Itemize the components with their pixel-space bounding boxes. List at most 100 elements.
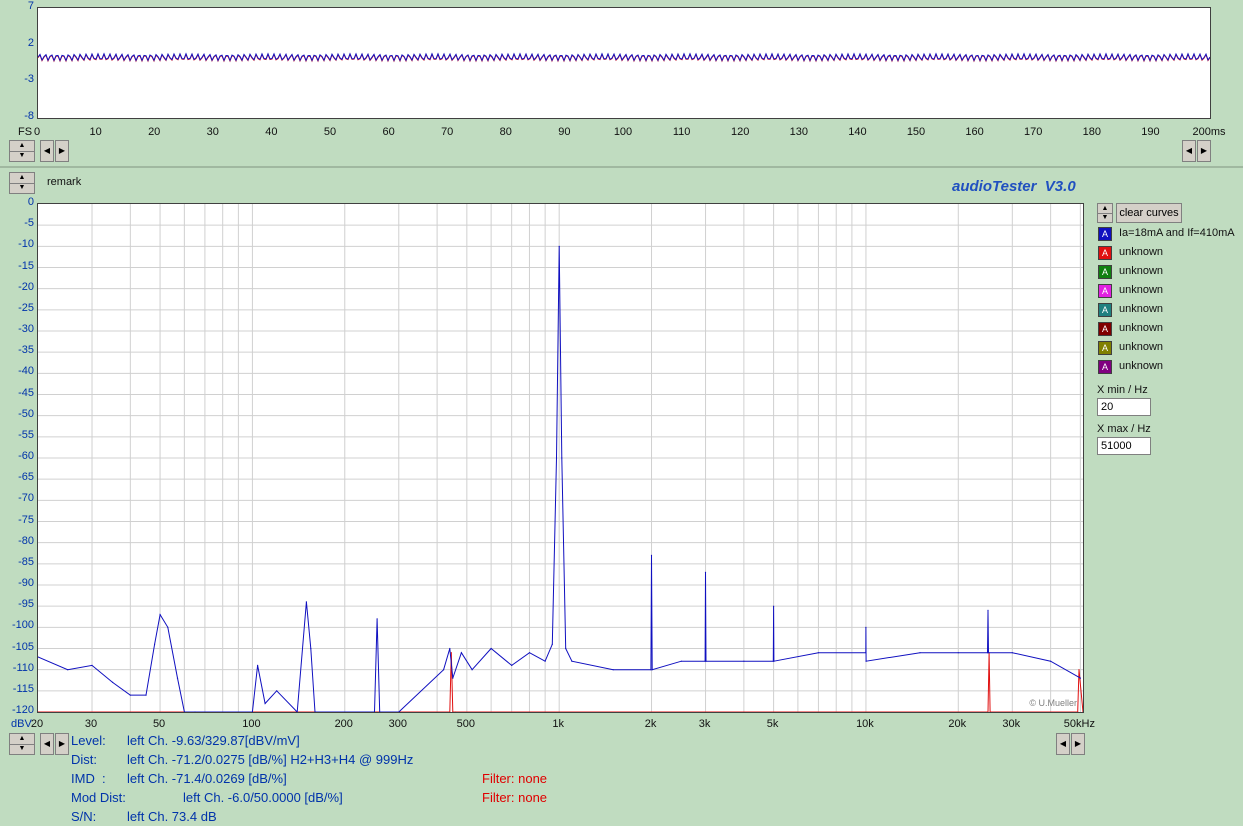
spectrum-x-tick: 500	[456, 718, 475, 730]
spectrum-point	[1011, 652, 1013, 654]
spectrum-point	[957, 652, 959, 654]
time-zoom-spinner[interactable]: ▲ ▼	[9, 140, 35, 162]
down-arrow-icon[interactable]: ▼	[1101, 214, 1109, 221]
spectrum-point	[773, 605, 775, 607]
spectrum-point	[986, 652, 989, 654]
spectrum-y-tick: -40	[18, 365, 34, 378]
xmin-field[interactable]	[1097, 398, 1151, 416]
spectrum-scroll-left-button[interactable]: ◀	[40, 733, 54, 755]
spectrum-point	[452, 711, 454, 712]
spectrum-y-tick: 0	[27, 196, 34, 208]
spectrum-point	[449, 647, 451, 650]
spectrum-y-tick: -75	[18, 513, 34, 526]
spectrum-point	[989, 711, 991, 712]
curve-color-swatch-icon[interactable]: A	[1098, 265, 1112, 279]
spectrum-point	[612, 669, 614, 671]
spectrum-point	[528, 652, 531, 654]
time-series-line	[38, 52, 1210, 62]
spectrum-point	[398, 711, 400, 712]
spectrum-y-tick: -65	[18, 471, 34, 484]
spectrum-y-tick: -120	[11, 704, 34, 716]
time-x-tick: 150	[906, 126, 926, 138]
spectrum-y-tick: -80	[18, 534, 34, 547]
time-x-tick: 40	[265, 126, 278, 138]
spectrum-point	[112, 681, 114, 683]
curve-color-swatch-icon[interactable]: A	[1098, 303, 1112, 317]
spectrum-scroll-right-button[interactable]: ▶	[55, 733, 69, 755]
curve-color-swatch-icon[interactable]: A	[1098, 246, 1112, 260]
spectrum-point	[91, 664, 93, 666]
spectrum-point	[183, 711, 185, 712]
spectrum-y-tick: -70	[18, 492, 34, 505]
spectrum-zoom-spinner[interactable]: ▲ ▼	[9, 733, 35, 755]
spectrum-point	[511, 664, 513, 666]
spectrum-point	[443, 669, 445, 671]
time-range-right-button[interactable]: ▶	[1197, 140, 1211, 162]
time-x-tick: 50	[323, 126, 337, 138]
spectrum-point	[251, 711, 253, 712]
spectrum-point	[773, 660, 775, 662]
time-scroll-left-button[interactable]: ◀	[40, 140, 54, 162]
spectrum-y-tick: -110	[12, 661, 34, 674]
time-x-tick: 70	[441, 126, 454, 138]
spectrum-point	[129, 694, 131, 696]
down-arrow-icon[interactable]: ▼	[18, 184, 26, 191]
spectrum-x-tick: 100	[242, 718, 261, 730]
spectrum-point	[987, 609, 989, 611]
spectrum-point	[67, 669, 69, 671]
sn-value: left Ch. 73.4 dB	[127, 809, 217, 824]
xmax-field[interactable]	[1097, 437, 1151, 455]
time-x-tick: 120	[731, 126, 750, 138]
spectrum-y-tick: -25	[18, 301, 34, 314]
moddist-value: left Ch. -6.0/50.0000 [dB/%]	[183, 790, 343, 805]
spectrum-point	[490, 647, 492, 650]
remark-label: remark	[47, 176, 82, 188]
spectrum-y-tick: -100	[11, 619, 34, 632]
time-scroll-right-button[interactable]: ▶	[55, 140, 69, 162]
level-value: left Ch. -9.63/329.87[dBV/mV]	[127, 733, 300, 748]
spectrum-y-tick: -115	[12, 682, 34, 695]
time-y-tick: 2	[27, 36, 34, 49]
spectrum-point	[987, 711, 989, 712]
up-arrow-icon[interactable]: ▲	[10, 173, 34, 184]
spectrum-y-tick: -105	[11, 640, 34, 653]
spectrum-point	[705, 660, 707, 662]
time-y-tick: -3	[24, 73, 34, 86]
spectrum-point	[310, 647, 312, 650]
time-x-tick: 200ms	[1192, 126, 1226, 138]
spectrum-point	[558, 245, 560, 247]
spectrum-point	[565, 647, 567, 650]
time-y-tick: 7	[27, 0, 34, 12]
remark-spinner[interactable]: ▲ ▼	[9, 172, 35, 194]
curve-color-swatch-icon[interactable]: A	[1098, 284, 1112, 298]
spectrum-point	[373, 711, 376, 712]
legend-spinner[interactable]: ▲ ▼	[1097, 203, 1113, 223]
time-range-left-button[interactable]: ◀	[1182, 140, 1196, 162]
curve-color-swatch-icon[interactable]: A	[1098, 227, 1112, 241]
time-x-tick: 20	[148, 126, 161, 138]
spectrum-plot: © U.Mueller	[37, 203, 1084, 713]
spectrum-y-tick: -5	[24, 217, 34, 230]
time-x-tick: 140	[848, 126, 867, 138]
imd-filter: Filter: none	[482, 771, 548, 786]
spectrum-point	[704, 660, 706, 662]
up-arrow-icon[interactable]: ▲	[10, 141, 34, 152]
up-arrow-icon[interactable]: ▲	[10, 734, 34, 745]
spectrum-x-tick: 20k	[948, 718, 967, 730]
down-arrow-icon[interactable]: ▼	[18, 152, 26, 159]
level-label: Level:	[71, 733, 106, 748]
curve-color-swatch-icon[interactable]: A	[1098, 322, 1112, 336]
spectrum-point	[1050, 660, 1052, 662]
down-arrow-icon[interactable]: ▼	[18, 745, 26, 752]
moddist-filter: Filter: none	[482, 790, 548, 805]
clear-curves-button[interactable]: clear curves	[1116, 203, 1182, 223]
spectrum-y-tick: -45	[18, 386, 34, 399]
moddist-label: Mod Dist:	[71, 790, 126, 805]
up-arrow-icon[interactable]: ▲	[1098, 204, 1112, 214]
spectrum-point	[650, 669, 652, 671]
spectrum-range-right-button[interactable]: ▶	[1071, 733, 1085, 755]
spectrum-point	[817, 652, 820, 654]
curve-color-swatch-icon[interactable]: A	[1098, 360, 1112, 374]
spectrum-range-left-button[interactable]: ◀	[1056, 733, 1070, 755]
curve-color-swatch-icon[interactable]: A	[1098, 341, 1112, 355]
